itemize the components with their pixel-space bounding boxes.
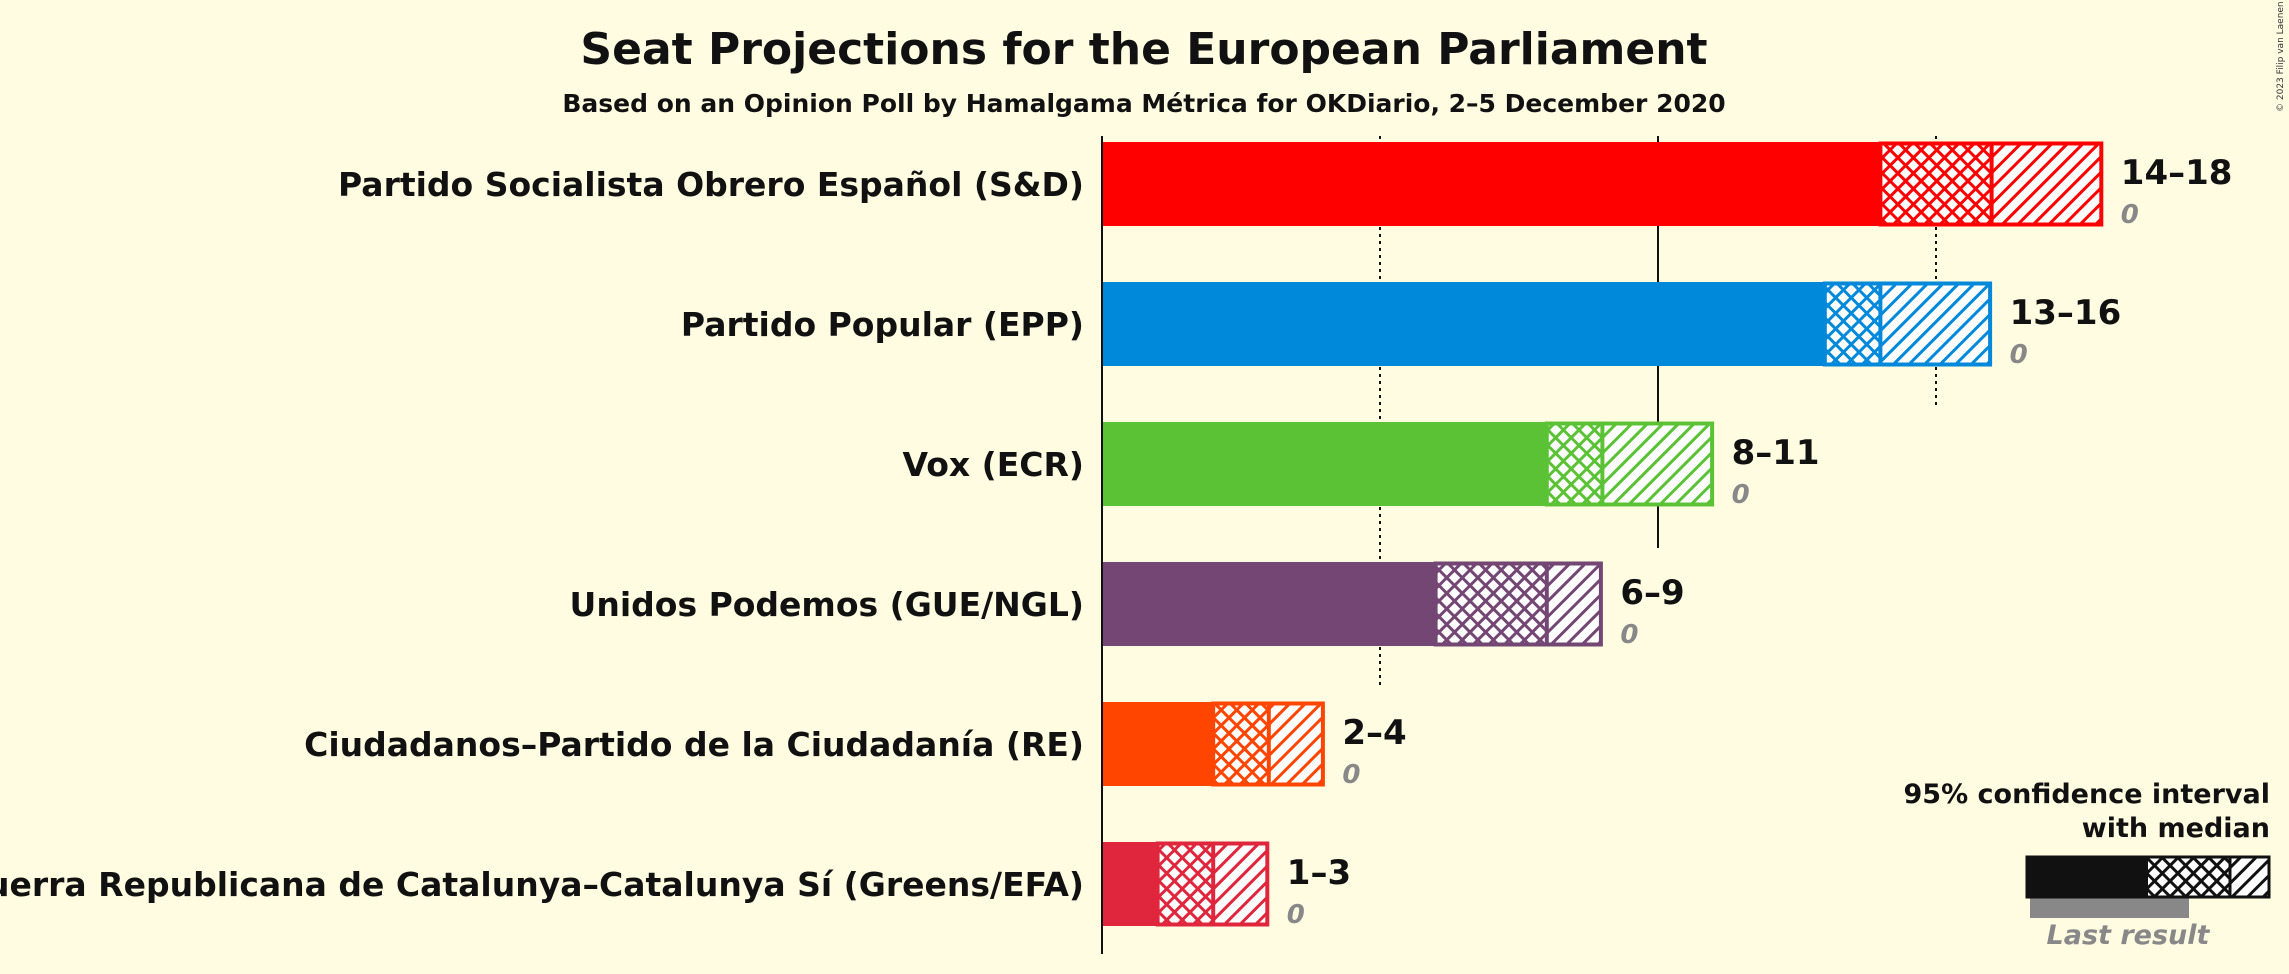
bar-solid xyxy=(1102,282,1825,366)
bar-solid xyxy=(1102,842,1158,926)
last-result-label: 0 xyxy=(2010,340,2028,370)
bar-ci-lower-crosshatch xyxy=(1880,142,1992,226)
bar-solid xyxy=(1102,702,1214,786)
bar-ci-upper-diagonal xyxy=(1213,842,1269,926)
range-label: 8–11 xyxy=(1732,433,1820,473)
legend-line-1: 95% confidence interval xyxy=(1904,779,2270,810)
bar-ci-lower-crosshatch xyxy=(1824,282,1881,366)
bar-solid xyxy=(1102,562,1436,646)
range-label: 1–3 xyxy=(1287,853,1351,893)
party-row: Partido Socialista Obrero Español (S&D) 1… xyxy=(338,141,2233,230)
bar-ci-outline xyxy=(1822,281,1993,367)
bar-ci-outline xyxy=(1544,421,1715,507)
bar-ci-lower-crosshatch xyxy=(1157,842,1214,926)
bar-solid xyxy=(1102,142,1881,226)
bar-ci-upper-diagonal xyxy=(1602,422,1714,506)
bar-ci-lower-crosshatch xyxy=(1435,562,1547,646)
copyright-notice: © 2023 Filip van Laenen xyxy=(2276,1,2286,112)
legend-last-result-bar xyxy=(2030,898,2189,918)
legend-line-2: with median xyxy=(2082,813,2270,844)
party-label: Partido Socialista Obrero Español (S&D) xyxy=(338,165,1084,204)
bar-ci-upper-diagonal xyxy=(1546,562,1603,646)
party-label: Unidos Podemos (GUE/NGL) xyxy=(570,585,1084,624)
last-result-label: 0 xyxy=(1620,620,1638,650)
bar-ci-upper-diagonal xyxy=(1268,702,1325,786)
bar-solid xyxy=(1102,422,1547,506)
last-result-label: 0 xyxy=(1342,760,1360,790)
legend-crosshatch-bar xyxy=(2148,857,2230,897)
bar-ci-upper-diagonal xyxy=(1880,282,1992,366)
chart-title: Seat Projections for the European Parlia… xyxy=(580,24,1707,75)
legend-solid-bar xyxy=(2027,857,2148,897)
bar-ci-outline xyxy=(1433,561,1603,647)
party-label: Partido Popular (EPP) xyxy=(681,305,1084,344)
range-label: 6–9 xyxy=(1620,573,1684,613)
party-row: Vox (ECR) 8–11 0 xyxy=(902,421,1820,510)
party-row: Partido Popular (EPP) 13–16 0 xyxy=(681,281,2122,370)
bar-ci-lower-crosshatch xyxy=(1546,422,1603,506)
last-result-label: 0 xyxy=(1287,900,1305,930)
last-result-label: 0 xyxy=(2121,200,2139,230)
last-result-label: 0 xyxy=(1732,480,1750,510)
party-label: Ciudadanos–Partido de la Ciudadanía (RE) xyxy=(304,725,1084,764)
legend: 95% confidence interval with median Last… xyxy=(1904,779,2271,951)
range-label: 14–18 xyxy=(2121,153,2233,193)
bar-ci-upper-diagonal xyxy=(1991,142,2103,226)
chart-subtitle: Based on an Opinion Poll by Hamalgama Mé… xyxy=(562,89,1725,118)
legend-last-result-label: Last result xyxy=(2047,920,2211,951)
party-row: Ciudadanos–Partido de la Ciudadanía (RE)… xyxy=(304,701,1407,790)
party-row: Esquerra Republicana de Catalunya–Catalu… xyxy=(0,841,1351,930)
party-label: Vox (ECR) xyxy=(902,445,1084,484)
legend-outline xyxy=(2025,855,2271,899)
bars-group: Partido Socialista Obrero Español (S&D) 1… xyxy=(0,141,2233,930)
party-row: Unidos Podemos (GUE/NGL) 6–9 0 xyxy=(570,561,1685,650)
bar-ci-lower-crosshatch xyxy=(1213,702,1269,786)
legend-diagonal-bar xyxy=(2230,857,2269,897)
range-label: 2–4 xyxy=(1342,713,1406,753)
party-label: Esquerra Republicana de Catalunya–Catalu… xyxy=(0,865,1084,904)
range-label: 13–16 xyxy=(2010,293,2122,333)
